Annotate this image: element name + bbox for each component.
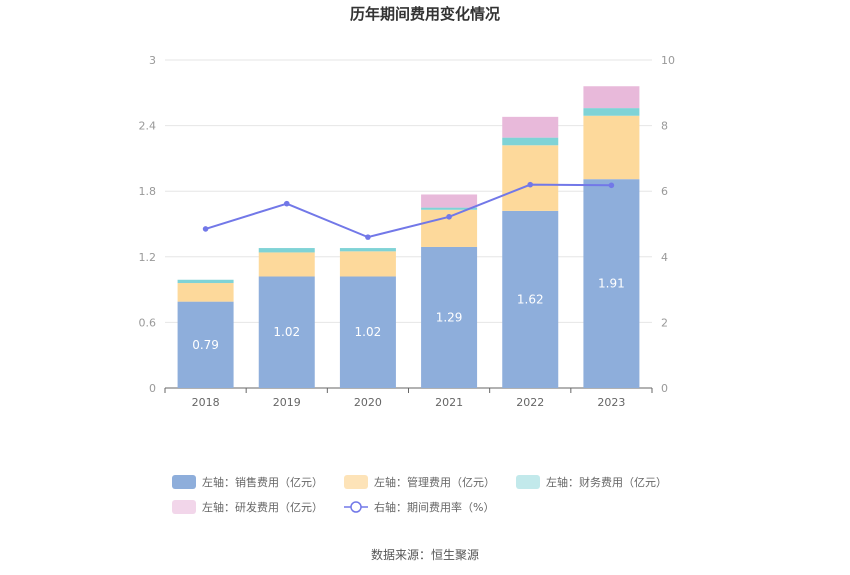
- rate-point[interactable]: [446, 213, 452, 220]
- left-tick-label: 2.4: [139, 120, 157, 133]
- x-tick-label: 2018: [192, 396, 220, 409]
- legend-item[interactable]: 左轴：研发费用（亿元）: [172, 500, 323, 514]
- rate-line-path: [205, 183, 612, 239]
- rate-point[interactable]: [608, 182, 615, 189]
- x-tick-label: 2021: [435, 396, 463, 409]
- rate-point[interactable]: [365, 234, 371, 240]
- legend: 左轴：销售费用（亿元） 左轴：管理费用（亿元） 左轴：财务费用（亿元） 左轴：研发费用…: [172, 475, 667, 514]
- rate-line: [202, 181, 615, 240]
- legend-item[interactable]: 左轴：管理费用（亿元）: [344, 475, 495, 489]
- bar-segment-1[interactable]: [502, 210, 559, 388]
- bar-segment-2[interactable]: [502, 145, 559, 211]
- bar-segment-4[interactable]: [583, 86, 640, 109]
- legend-item[interactable]: 右轴：期间费用率（%）: [344, 500, 494, 514]
- bar-segment-1[interactable]: [258, 276, 315, 388]
- left-tick-label: 0.6: [139, 316, 157, 329]
- x-tick-label: 2019: [273, 396, 301, 409]
- grid-lines: [165, 59, 652, 323]
- bar-segment-3[interactable]: [583, 108, 640, 116]
- bar-segment-2[interactable]: [583, 115, 640, 180]
- bar-value-label: 1.29: [436, 310, 463, 324]
- bar-value-label: 1.02: [355, 325, 382, 339]
- rate-point[interactable]: [202, 226, 209, 232]
- bar-value-label: 1.91: [598, 277, 625, 291]
- left-tick-label: 3: [149, 54, 156, 67]
- bar-segment-3[interactable]: [177, 279, 234, 284]
- left-tick-label: 1.2: [139, 251, 157, 264]
- legend-swatch-icon: [172, 500, 196, 514]
- left-tick-label: 0: [149, 382, 156, 395]
- legend-swatch-icon: [344, 475, 368, 489]
- bar-segment-4[interactable]: [502, 116, 559, 138]
- x-tick-label: 2023: [597, 396, 625, 409]
- bar-segment-3[interactable]: [339, 248, 396, 252]
- bar-segment-1[interactable]: [177, 301, 234, 388]
- right-tick-label: 2: [661, 316, 668, 329]
- legend-item[interactable]: 左轴：销售费用（亿元）: [172, 475, 323, 489]
- bar-segment-3[interactable]: [421, 207, 478, 210]
- bar-segment-1[interactable]: [583, 179, 640, 388]
- bar-value-label: 1.02: [273, 325, 300, 339]
- legend-label: 左轴：财务费用（亿元）: [546, 475, 667, 489]
- legend-label: 左轴：管理费用（亿元）: [374, 475, 495, 489]
- legend-item[interactable]: 左轴：财务费用（亿元）: [516, 475, 667, 489]
- bar-segment-2[interactable]: [339, 251, 396, 277]
- right-tick-label: 6: [661, 185, 668, 198]
- bar-segment-1[interactable]: [339, 276, 396, 388]
- bar-segment-3[interactable]: [258, 248, 315, 253]
- bar-segment-2[interactable]: [258, 252, 315, 277]
- chart-title: 历年期间费用变化情况: [350, 5, 500, 23]
- left-tick-label: 1.8: [139, 185, 157, 198]
- bar-segment-2[interactable]: [177, 283, 234, 302]
- source-note: 数据来源：恒生聚源: [371, 547, 479, 562]
- rate-point[interactable]: [527, 181, 534, 188]
- right-tick-label: 10: [661, 54, 675, 67]
- legend-swatch-icon: [516, 475, 540, 489]
- bar-segment-1[interactable]: [421, 246, 478, 388]
- x-tick-label: 2020: [354, 396, 382, 409]
- legend-swatch-icon: [172, 475, 196, 489]
- legend-label: 左轴：研发费用（亿元）: [202, 500, 323, 514]
- right-tick-label: 0: [661, 382, 668, 395]
- legend-label: 右轴：期间费用率（%）: [374, 500, 494, 514]
- rate-point[interactable]: [283, 200, 290, 207]
- legend-label: 左轴：销售费用（亿元）: [202, 475, 323, 489]
- axes: 0 0.6 1.2 1.8 2.4 3 0 2 4 6 8 10 2018 2019 2020 2021 202…: [139, 54, 676, 409]
- bars: [177, 86, 640, 388]
- legend-marker-icon: [350, 501, 362, 513]
- bar-value-label: 1.62: [517, 292, 544, 306]
- right-tick-label: 4: [661, 251, 668, 264]
- data-labels: 0.79 1.02 1.02 1.29 1.62 1.91: [192, 277, 625, 352]
- right-tick-label: 8: [661, 120, 668, 133]
- x-tick-label: 2022: [516, 396, 544, 409]
- bar-segment-3[interactable]: [502, 137, 559, 146]
- bar-segment-4[interactable]: [421, 194, 478, 208]
- bar-value-label: 0.79: [192, 338, 219, 352]
